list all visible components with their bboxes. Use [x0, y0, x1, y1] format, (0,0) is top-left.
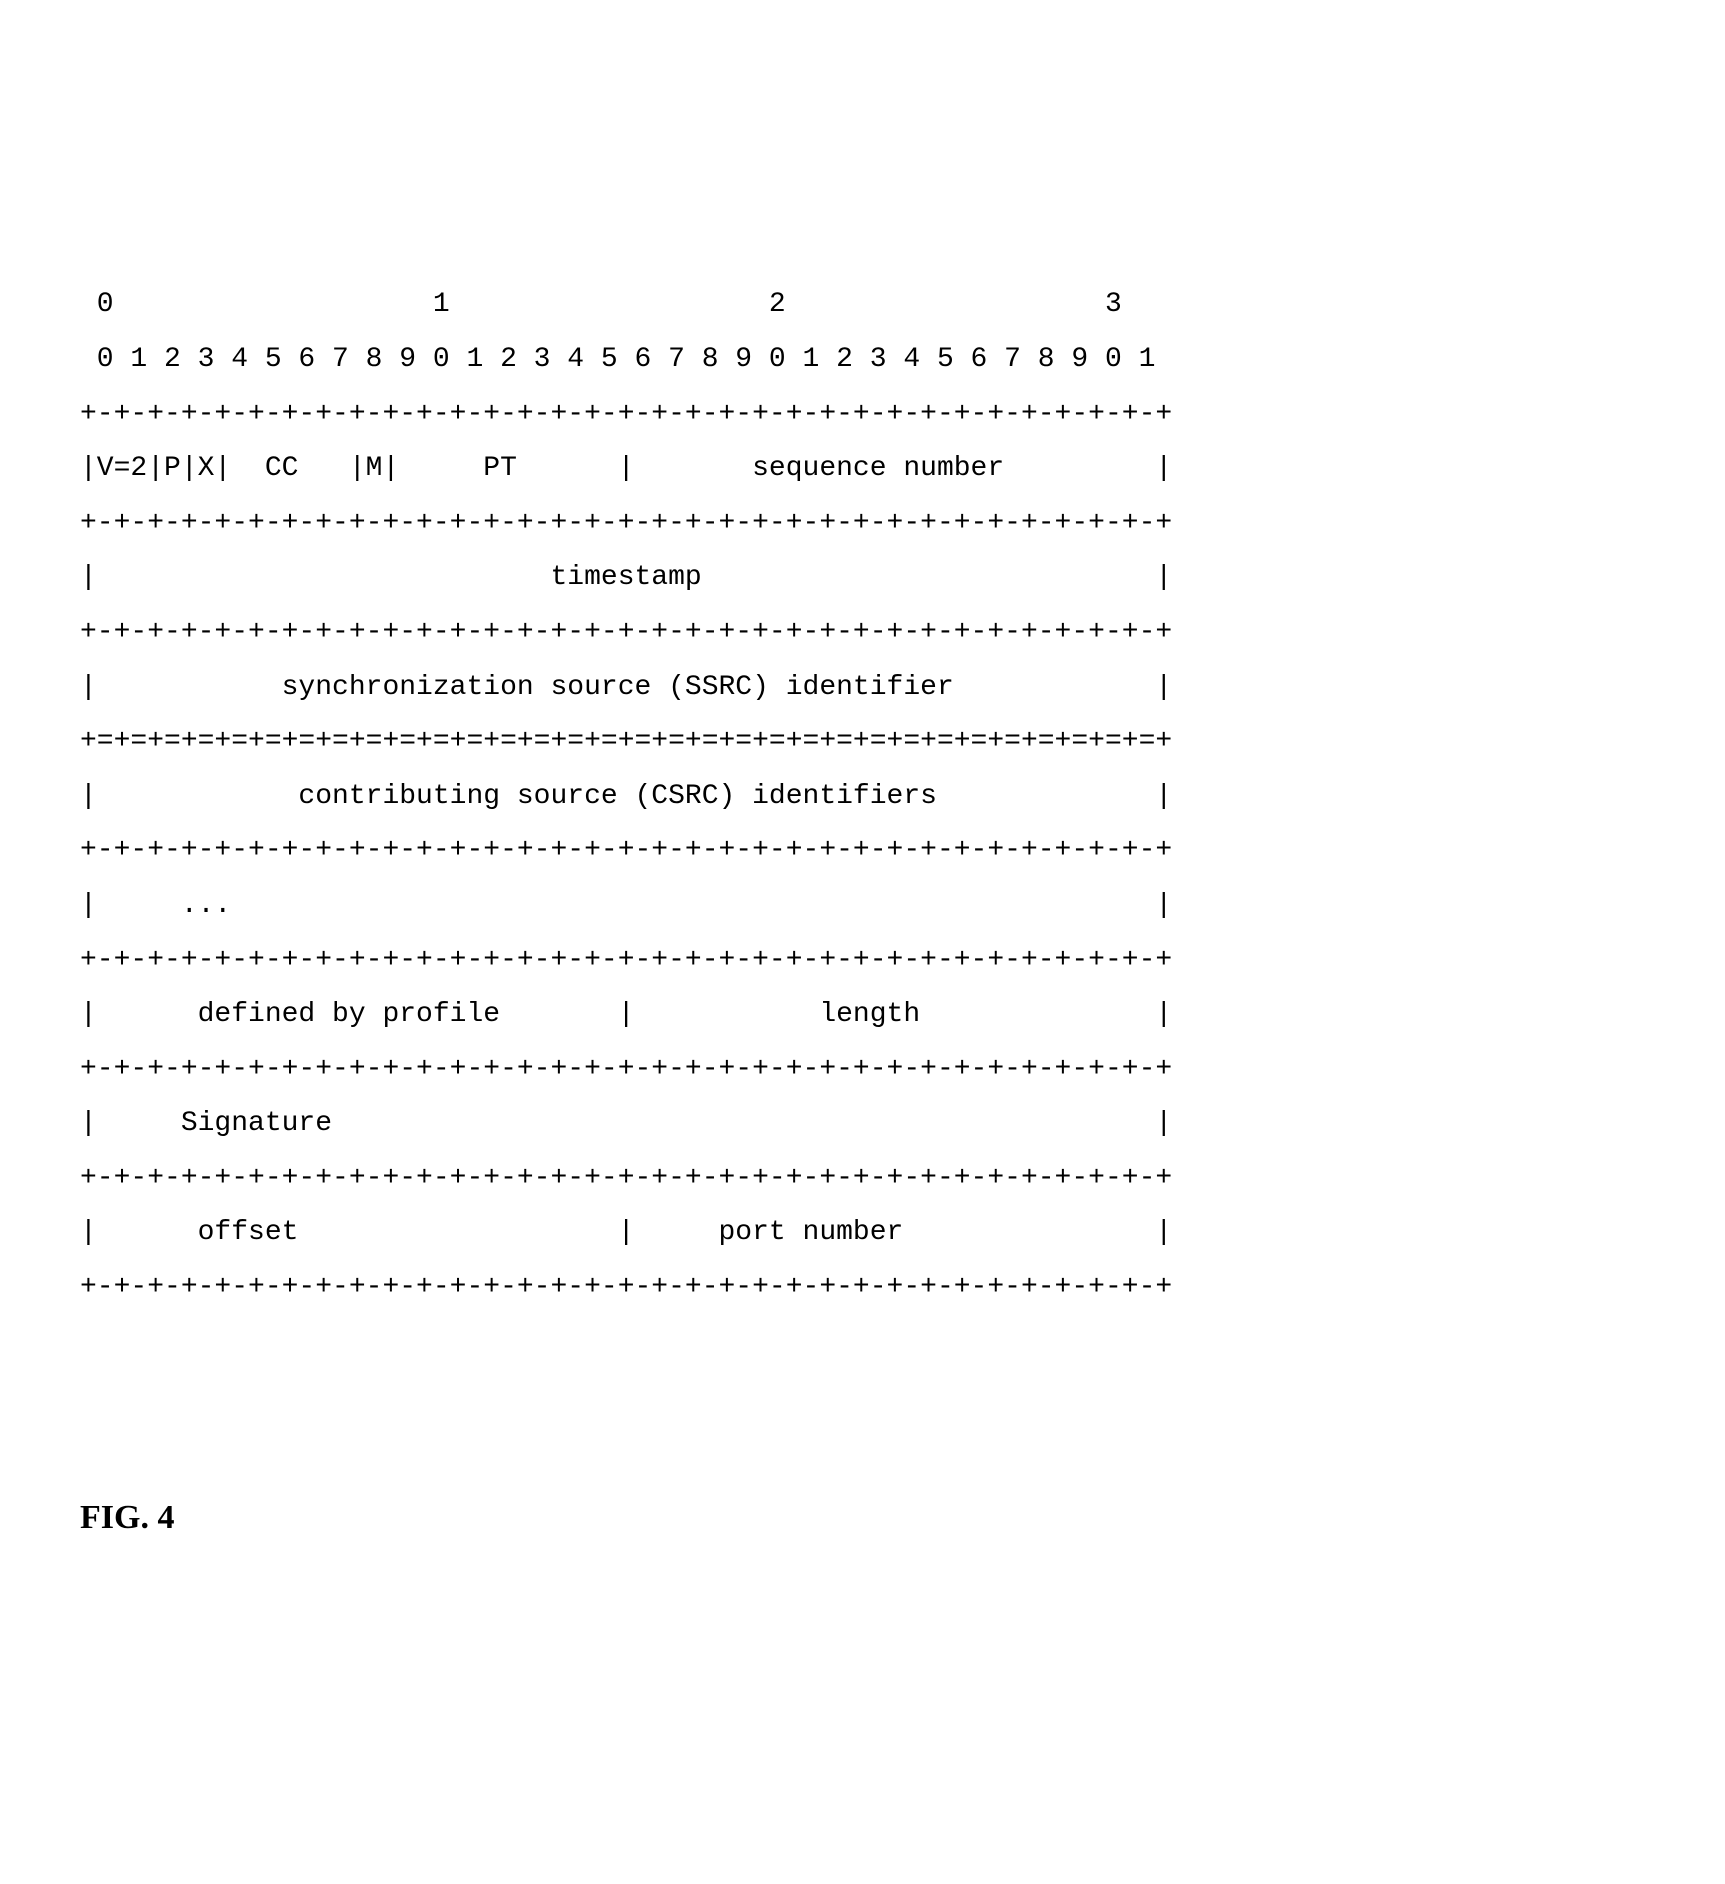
packet-header-diagram: 0 1 2 3 0 1 2 3 4 5 6 7 8 9 0 1 2 3 4 5 … [80, 278, 1645, 1315]
figure-caption: FIG. 4 [80, 1485, 1645, 1551]
